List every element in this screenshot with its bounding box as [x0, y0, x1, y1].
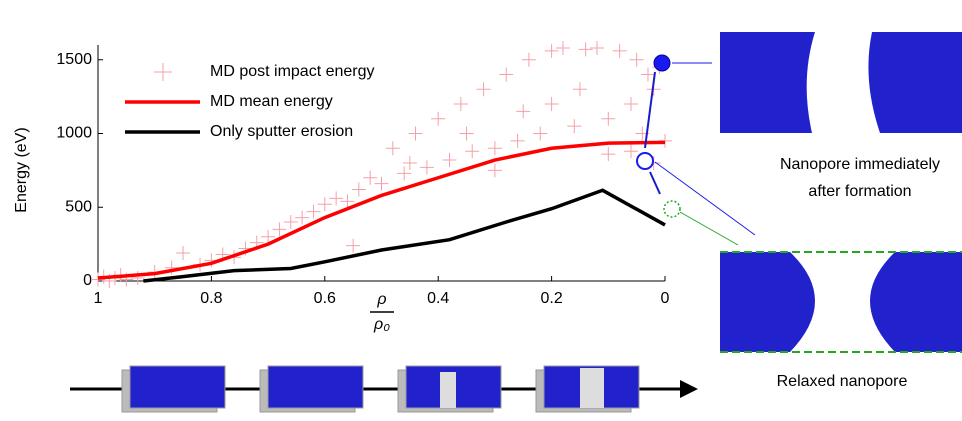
scatter-point: [397, 166, 412, 181]
scatter-point: [363, 170, 378, 185]
process-strip: [70, 365, 698, 413]
scatter-point: [453, 97, 468, 111]
scatter-point: [578, 42, 593, 57]
scatter-point: [346, 238, 361, 253]
y-tick-label: 1000: [56, 125, 92, 142]
x-tick-label: 0.8: [200, 290, 222, 307]
arrow: [649, 171, 661, 195]
line-series: [143, 188, 666, 283]
scatter-point: [629, 52, 644, 67]
x-axis-label-num: ρ: [376, 291, 386, 308]
marker-relaxed: [663, 200, 681, 218]
legend-marker: [154, 63, 172, 81]
scatter-point: [487, 141, 502, 156]
legend-label: Only sputter erosion: [210, 123, 353, 140]
scatter-point: [295, 210, 310, 225]
scatter-point: [465, 144, 480, 159]
y-tick-label: 500: [65, 198, 92, 215]
scatter-point: [329, 191, 344, 206]
scatter-point: [499, 67, 514, 82]
scatter-point: [572, 82, 587, 97]
scatter-point: [601, 111, 616, 126]
y-tick-label: 1500: [56, 51, 92, 68]
annotation: Relaxed nanopore: [777, 373, 908, 390]
image-relaxed-nanopore: [720, 251, 962, 353]
scatter-point: [544, 97, 559, 111]
x-tick-label: 1: [94, 290, 103, 307]
scatter-point: [623, 144, 638, 159]
scatter-point: [419, 160, 434, 175]
scatter-point: [402, 156, 417, 170]
scatter-point: [261, 229, 276, 244]
scatter-point: [510, 133, 525, 148]
scatter-point: [306, 204, 321, 219]
legend-label: MD mean energy: [210, 93, 333, 110]
annotation: after formation: [808, 183, 911, 200]
scatter-point: [91, 272, 105, 287]
scatter-point: [431, 111, 446, 126]
scatter-point: [516, 104, 531, 119]
y-tick-label: 0: [83, 272, 92, 289]
x-axis-label-den: ρ₀: [373, 316, 390, 333]
scatter-point: [544, 43, 559, 58]
scatter-point: [533, 126, 548, 141]
annotation: Nanopore immediately: [780, 156, 940, 173]
scatter-point: [601, 147, 616, 162]
connector: [654, 161, 756, 236]
marker-formation: [653, 54, 671, 72]
scatter-point: [623, 97, 638, 111]
connector: [679, 211, 739, 246]
scatter-point: [521, 52, 536, 67]
scatter-point: [408, 126, 423, 141]
scatter-point: [442, 153, 457, 168]
scatter-point: [555, 40, 570, 55]
scatter-point: [385, 141, 400, 156]
x-tick-label: 0.4: [427, 290, 449, 307]
arrow: [644, 71, 656, 149]
scatter-point: [164, 260, 179, 275]
scatter-point: [612, 43, 627, 58]
image-nanopore-formation: [720, 32, 962, 133]
scatter-point: [640, 67, 655, 82]
scatter-point: [459, 126, 474, 141]
line-series: [97, 140, 666, 280]
scatter-point: [283, 215, 298, 229]
legend-label: MD post impact energy: [210, 63, 375, 80]
x-tick-label: 0.2: [540, 290, 562, 307]
scatter-point: [487, 163, 502, 178]
marker-after: [636, 152, 654, 170]
scatter-point: [351, 182, 366, 197]
y-axis-label: Energy (eV): [13, 127, 30, 212]
chart: 0 500 1000 1500 1 0.8 0.6 0.4 0.2 0 MD post impact…: [56, 40, 672, 307]
scatter-point: [567, 119, 582, 134]
scatter-point: [176, 245, 191, 260]
scatter-point: [317, 197, 332, 212]
scatter-point: [476, 82, 491, 97]
scatter-point: [589, 40, 604, 55]
x-tick-label: 0: [661, 290, 670, 307]
scatter-point: [340, 194, 355, 209]
x-tick-label: 0.6: [314, 290, 336, 307]
scatter-point: [272, 222, 287, 237]
scatter-point: [374, 176, 389, 191]
